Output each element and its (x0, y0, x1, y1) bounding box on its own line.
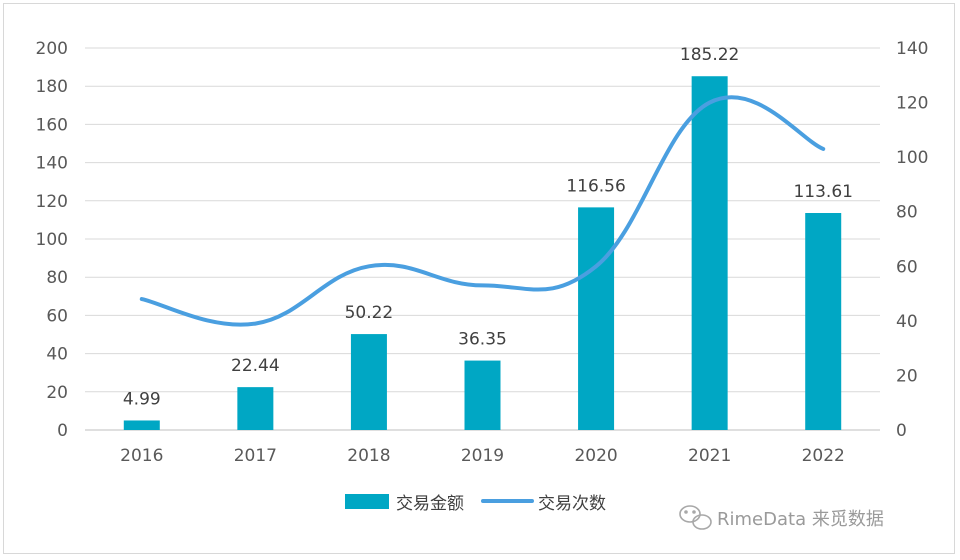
bar (464, 360, 501, 430)
left-tick-label: 40 (46, 345, 68, 365)
x-tick-label: 2018 (347, 446, 390, 466)
bar-value-label: 116.56 (566, 176, 625, 196)
left-tick-label: 20 (46, 383, 68, 403)
right-tick-label: 80 (896, 203, 918, 223)
bar-series (123, 76, 842, 430)
line-series (139, 95, 826, 327)
left-tick-label: 200 (36, 39, 68, 59)
bar (691, 76, 728, 430)
left-tick-label: 0 (57, 421, 68, 441)
right-tick-label: 140 (896, 39, 928, 59)
bar-value-label: 185.22 (680, 45, 739, 65)
bar-value-label: 22.44 (231, 356, 280, 376)
x-tick-label: 2016 (120, 446, 163, 466)
right-tick-label: 40 (896, 312, 918, 332)
left-tick-label: 140 (36, 154, 68, 174)
wechat-icon (679, 505, 712, 530)
bar (237, 387, 274, 430)
right-tick-label: 20 (896, 366, 918, 386)
x-tick-label: 2022 (802, 446, 845, 466)
bar-data-labels: 4.99 22.44 50.22 36.35 116.56 185.22 113.61 (123, 45, 853, 409)
bar-value-label: 36.35 (458, 330, 507, 350)
watermark-text: RimeData 来觅数据 (717, 509, 884, 530)
x-tick-label: 2020 (574, 446, 617, 466)
right-tick-label: 100 (896, 148, 928, 168)
left-tick-label: 160 (36, 115, 68, 135)
right-tick-label: 60 (896, 257, 918, 277)
x-axis: 2016 2017 2018 2019 2020 2021 2022 (120, 446, 845, 466)
legend: 交易金额 交易次数 (345, 494, 606, 514)
bar (350, 334, 387, 430)
right-axis: 0 20 40 60 80 100 120 140 (896, 39, 928, 441)
bar (578, 207, 615, 430)
left-tick-label: 100 (36, 230, 68, 250)
legend-swatch-bar (345, 494, 389, 509)
legend-label-bar: 交易金额 (396, 494, 464, 514)
watermark: RimeData 来觅数据 (679, 505, 884, 530)
right-tick-label: 0 (896, 421, 907, 441)
bar-value-label: 4.99 (123, 389, 161, 409)
bar-value-label: 50.22 (345, 303, 394, 323)
bar-value-label: 113.61 (793, 182, 852, 202)
x-tick-label: 2019 (461, 446, 504, 466)
left-axis: 0 20 40 60 80 100 120 140 160 180 200 (36, 39, 68, 441)
left-tick-label: 80 (46, 268, 68, 288)
chart-frame (3, 3, 955, 554)
legend-label-line: 交易次数 (538, 494, 606, 514)
right-tick-label: 120 (896, 94, 928, 114)
bar (805, 213, 842, 430)
line-path (139, 95, 826, 327)
x-tick-label: 2017 (234, 446, 277, 466)
x-tick-label: 2021 (688, 446, 731, 466)
bar (123, 420, 160, 430)
left-tick-label: 120 (36, 192, 68, 212)
gridlines (85, 47, 880, 431)
left-tick-label: 180 (36, 77, 68, 97)
left-tick-label: 60 (46, 306, 68, 326)
